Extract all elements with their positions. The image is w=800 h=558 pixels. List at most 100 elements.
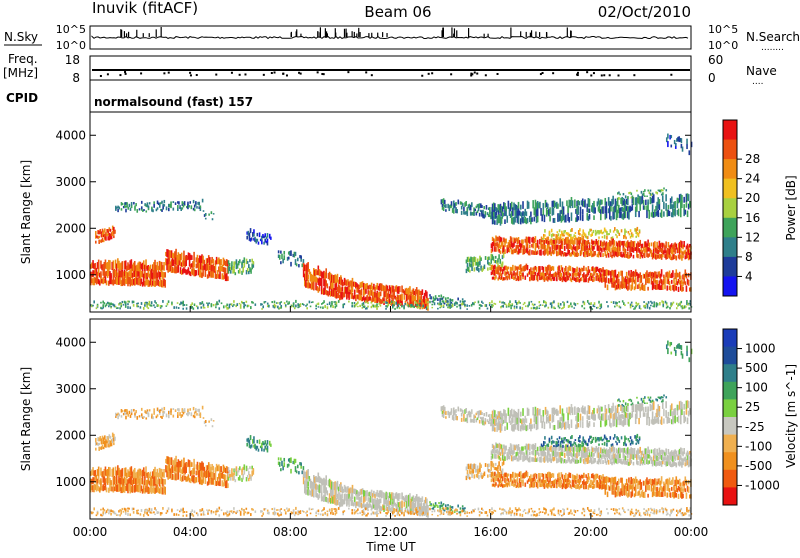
- power-cell: [669, 307, 671, 309]
- power-cell: [500, 251, 502, 255]
- power-cell: [403, 305, 405, 308]
- power-cell: [570, 273, 572, 276]
- power-cell: [166, 305, 168, 306]
- power-cell: [577, 216, 579, 220]
- velocity-cell: [187, 409, 189, 412]
- velocity-cell: [489, 414, 491, 418]
- velocity-cell: [98, 443, 100, 445]
- power-cell: [444, 303, 446, 305]
- power-cell: [239, 259, 241, 263]
- power-cell: [553, 234, 555, 237]
- power-cell: [257, 239, 259, 242]
- nave-dot: [124, 71, 126, 73]
- power-cell: [275, 305, 277, 308]
- power-cell: [589, 199, 591, 207]
- nave-dot: [125, 73, 127, 75]
- velocity-cell: [188, 412, 190, 415]
- power-cell: [426, 292, 428, 299]
- power-cell: [562, 238, 564, 241]
- velocity-cell: [577, 423, 579, 427]
- power-cell: [672, 270, 674, 277]
- power-cell: [598, 301, 600, 304]
- power-cell: [438, 295, 440, 297]
- velocity-cell: [504, 426, 506, 431]
- power-cell: [590, 302, 592, 305]
- power-cell: [136, 209, 138, 213]
- nave-dot: [168, 72, 170, 74]
- velocity-cell: [665, 401, 667, 408]
- power-cell: [146, 305, 148, 307]
- power-cell: [193, 252, 195, 261]
- power-cell: [682, 255, 684, 258]
- power-cell: [152, 209, 154, 212]
- velocity-cell: [520, 412, 522, 417]
- y-tick-label: 1000: [55, 268, 86, 282]
- nsearch-label: N.Search: [746, 30, 800, 44]
- power-cell: [522, 201, 524, 209]
- power-cell: [571, 306, 573, 308]
- power-cell: [175, 202, 177, 205]
- power-cell: [634, 241, 636, 247]
- power-cell: [390, 303, 392, 305]
- power-cell: [637, 254, 639, 258]
- power-cell: [466, 304, 468, 307]
- power-cell: [123, 304, 125, 306]
- velocity-cell: [251, 444, 253, 447]
- velocity-cell: [613, 419, 615, 426]
- velocity-cell: [267, 449, 269, 453]
- velocity-cell: [279, 462, 281, 467]
- velocity-cell: [380, 498, 382, 503]
- power-cell: [659, 199, 661, 204]
- power-cell: [186, 307, 188, 309]
- power-cell: [443, 207, 445, 211]
- power-cell: [153, 201, 155, 204]
- velocity-cell: [297, 465, 299, 469]
- power-y-axis-label: Slant Range [km]: [19, 160, 33, 264]
- power-cell: [688, 150, 690, 155]
- velocity-cell: [249, 440, 251, 445]
- velocity-cell: [161, 408, 163, 411]
- power-cell: [262, 305, 264, 308]
- velocity-cell: [486, 412, 488, 417]
- station-title: Inuvik (fitACF): [92, 0, 198, 17]
- power-cell: [119, 307, 121, 309]
- velocity-cell: [480, 464, 482, 468]
- velocity-cell: [401, 500, 403, 508]
- power-cell: [613, 240, 615, 246]
- velocity-cell: [280, 458, 282, 461]
- velocity-cell: [194, 415, 196, 418]
- velocity-cell: [549, 414, 551, 421]
- velocity-cell: [457, 407, 459, 412]
- velocity-cell: [456, 416, 458, 420]
- power-cell: [557, 204, 559, 209]
- freq-left-tick-top: 18: [65, 53, 80, 67]
- power-cell: [537, 250, 539, 254]
- power-cell: [205, 213, 207, 215]
- velocity-cell: [242, 474, 244, 480]
- velocity-cell: [571, 419, 573, 427]
- power-cell: [244, 257, 246, 262]
- power-cell: [506, 305, 508, 307]
- velocity-cell: [680, 417, 682, 425]
- velocity-cell: [557, 411, 559, 416]
- power-cell: [300, 303, 302, 305]
- power-cell: [354, 290, 356, 295]
- power-cell: [612, 236, 614, 238]
- power-cell: [202, 269, 204, 276]
- power-cell: [221, 302, 223, 304]
- velocity-cell: [535, 443, 537, 449]
- power-cell: [135, 203, 137, 206]
- power-cell: [419, 300, 421, 303]
- power-cell: [666, 302, 668, 303]
- power-cell: [288, 257, 290, 260]
- velocity-cell: [152, 416, 154, 419]
- nave-dot: [140, 72, 142, 74]
- power-cell: [540, 304, 542, 306]
- power-cell: [632, 195, 634, 197]
- velocity-cell: [669, 418, 671, 423]
- velocity-cell: [244, 470, 246, 475]
- power-cell: [616, 235, 618, 238]
- velocity-cell: [474, 416, 476, 419]
- power-cell: [612, 196, 614, 205]
- velocity-cell: [110, 436, 112, 439]
